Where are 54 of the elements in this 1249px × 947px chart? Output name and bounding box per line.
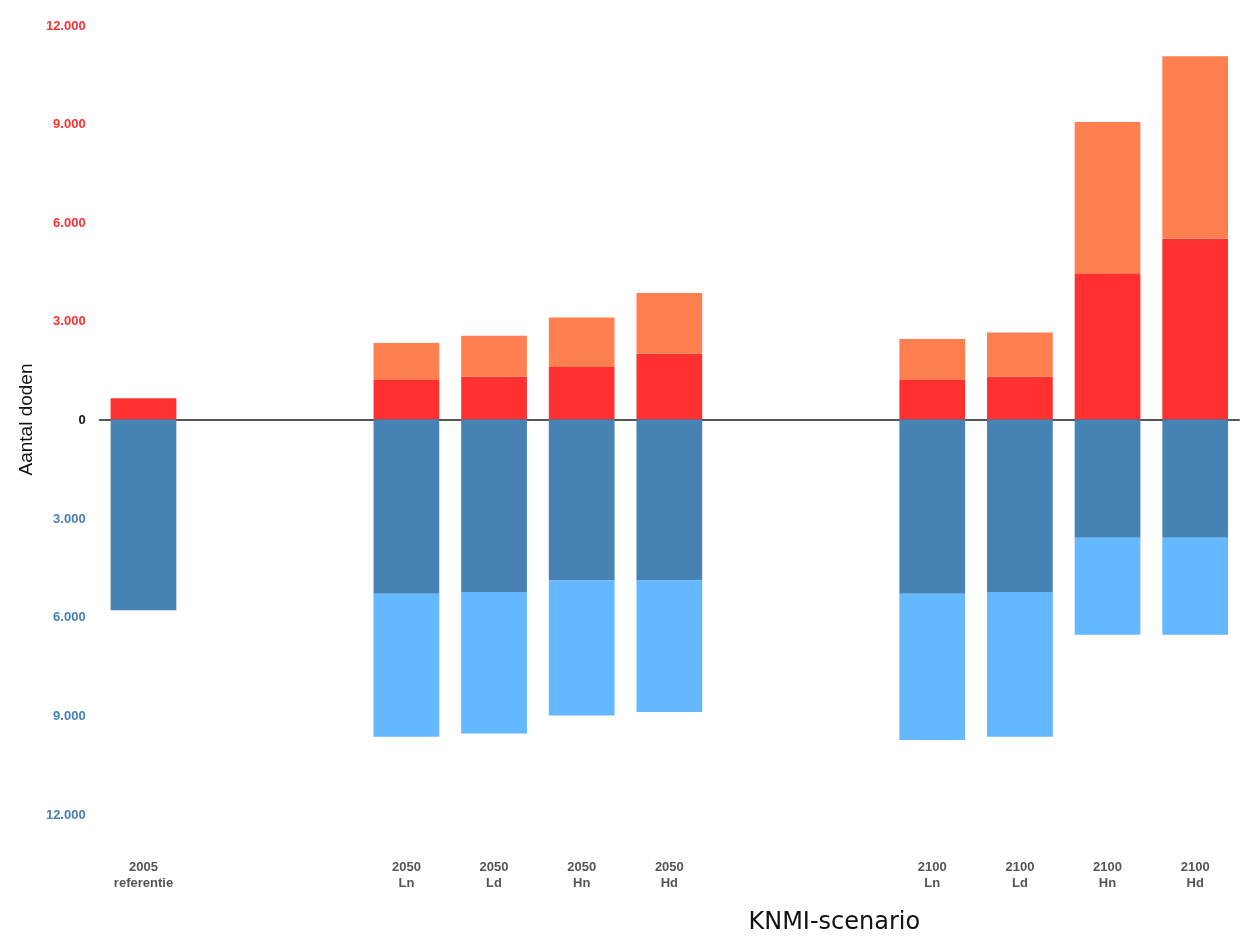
bar	[373, 593, 440, 737]
x-tick-label: 2050 Hn	[567, 858, 597, 890]
bar	[1162, 238, 1229, 420]
bar	[548, 419, 615, 581]
bar	[1074, 121, 1141, 274]
bar	[987, 332, 1053, 377]
bar	[1074, 537, 1141, 635]
bar	[110, 419, 177, 611]
bar	[899, 593, 966, 741]
y-tick-label: 9.000	[53, 707, 86, 723]
bar	[1162, 537, 1229, 635]
bar	[636, 353, 703, 420]
bar	[636, 580, 703, 713]
bar	[461, 419, 527, 593]
bar	[548, 317, 615, 367]
x-tick-label: 2100 Ld	[1005, 858, 1035, 890]
bar	[1074, 273, 1141, 420]
bar	[461, 335, 527, 377]
x-tick-label: 2100 Ln	[917, 858, 947, 890]
bar	[987, 376, 1053, 420]
bar	[899, 419, 966, 594]
bar	[373, 419, 440, 594]
bar	[373, 380, 440, 420]
bar	[987, 592, 1053, 737]
bar	[461, 376, 527, 420]
bar	[461, 592, 527, 734]
x-tick-label: 2050 Ln	[391, 858, 421, 890]
bar	[548, 366, 615, 420]
y-tick-label: 3.000	[53, 510, 86, 526]
y-tick-label: 12.000	[45, 806, 86, 822]
y-axis-title: Aantal doden	[15, 363, 36, 476]
x-tick-label: 2050 Ld	[479, 858, 509, 890]
y-tick-label: 6.000	[53, 609, 86, 625]
bar	[987, 419, 1053, 593]
y-tick-label: 9.000	[53, 116, 86, 132]
x-tick-label: 2050 Hd	[654, 858, 684, 890]
bar	[899, 380, 966, 420]
bar	[548, 580, 615, 716]
bar	[110, 398, 177, 420]
x-tick-label: 2005 referentie	[113, 858, 174, 890]
bar	[1162, 56, 1229, 239]
bar	[1162, 419, 1229, 538]
bar	[636, 419, 703, 581]
y-tick-label: 3.000	[53, 313, 86, 329]
bar	[899, 338, 966, 381]
y-tick-label: 0	[78, 412, 86, 427]
bar	[636, 292, 703, 354]
y-tick-label: 6.000	[53, 214, 86, 230]
x-axis-title: KNMI-scenario	[748, 907, 921, 935]
y-tick-label: 12.000	[45, 17, 86, 33]
x-tick-label: 2100 Hn	[1093, 858, 1122, 890]
x-tick-label: 2100 Hd	[1180, 858, 1210, 890]
bar	[1074, 419, 1141, 538]
bar	[373, 342, 440, 381]
